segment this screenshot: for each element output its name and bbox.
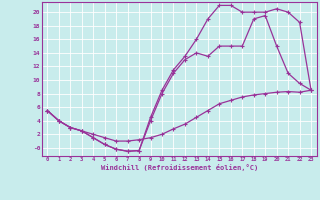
X-axis label: Windchill (Refroidissement éolien,°C): Windchill (Refroidissement éolien,°C)	[100, 164, 258, 171]
